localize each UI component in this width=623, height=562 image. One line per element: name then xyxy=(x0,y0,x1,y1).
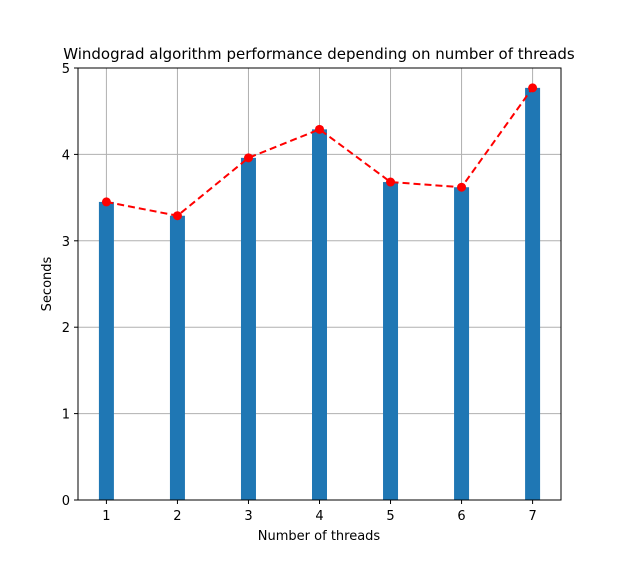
bar xyxy=(454,187,470,500)
bars xyxy=(98,87,541,501)
data-point xyxy=(528,83,538,93)
x-tick-label: 7 xyxy=(528,509,536,524)
x-tick-label: 6 xyxy=(457,509,465,524)
bar xyxy=(98,201,114,501)
y-tick-label: 4 xyxy=(62,148,70,163)
x-tick-label: 3 xyxy=(244,509,252,524)
data-point xyxy=(243,153,253,163)
bar xyxy=(169,215,185,500)
y-tick-label: 5 xyxy=(62,62,70,77)
line-series xyxy=(101,83,538,221)
y-tick-label: 1 xyxy=(62,408,70,423)
y-axis: 0 1 2 3 4 5 xyxy=(62,62,78,509)
x-axis: 1 2 3 4 5 6 7 xyxy=(102,500,537,524)
data-point xyxy=(315,124,324,134)
y-axis-label: Seconds xyxy=(40,256,55,311)
y-tick-label: 2 xyxy=(62,321,70,336)
bar xyxy=(240,157,256,500)
y-tick-label: 0 xyxy=(62,494,70,509)
chart-title: Windograd algorithm performance dependin… xyxy=(63,45,575,63)
x-tick-label: 5 xyxy=(386,509,394,524)
bar xyxy=(525,87,541,500)
bar xyxy=(312,129,327,500)
data-point xyxy=(172,211,182,221)
x-tick-label: 2 xyxy=(173,509,181,524)
y-tick-label: 3 xyxy=(62,235,70,250)
x-tick-label: 1 xyxy=(102,509,110,524)
data-point xyxy=(457,182,467,192)
data-point xyxy=(386,177,396,187)
x-tick-label: 4 xyxy=(315,509,323,524)
data-point xyxy=(101,197,111,207)
bar xyxy=(383,182,399,500)
x-axis-label: Number of threads xyxy=(258,529,381,544)
